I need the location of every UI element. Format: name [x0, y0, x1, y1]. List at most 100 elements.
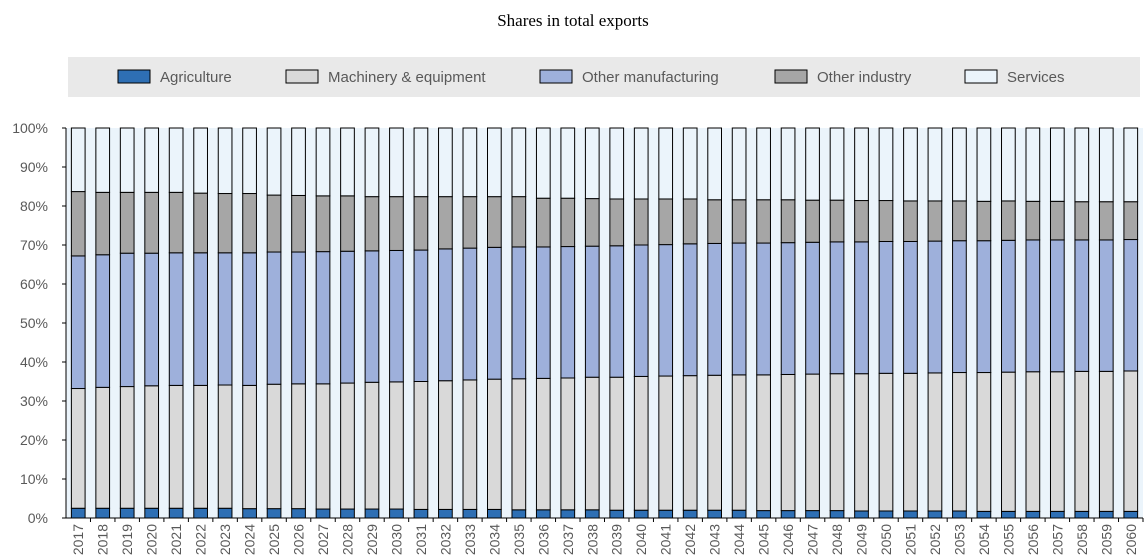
bar-other-manufacturing-2037: [560, 246, 576, 379]
bar-other-manufacturing-2026: [291, 251, 306, 385]
bar-services-2027: [315, 127, 331, 197]
bar-other-industry-2057: [1049, 200, 1065, 241]
bar-other-industry-2051: [903, 200, 918, 242]
x-tick-label: 2052: [927, 524, 943, 555]
bar-other-manufacturing-2031: [413, 249, 429, 382]
x-tick-label: 2047: [805, 524, 821, 555]
bar-other-manufacturing-2033: [462, 247, 478, 381]
bar-machinery-and-equipment-2052: [927, 372, 943, 512]
bar-machinery-and-equipment-2054: [976, 372, 992, 512]
bar-other-industry-2020: [144, 191, 160, 254]
bar-services-2032: [438, 127, 453, 198]
bar-services-2049: [854, 127, 869, 202]
bar-other-manufacturing-2057: [1049, 239, 1065, 373]
bar-agriculture-2018: [95, 507, 111, 519]
bar-services-2059: [1098, 127, 1114, 203]
bar-agriculture-2022: [193, 507, 208, 519]
x-tick-label: 2040: [633, 524, 649, 555]
bar-services-2023: [217, 127, 233, 195]
bar-agriculture-2046: [780, 510, 796, 519]
x-tick-label: 2060: [1123, 524, 1139, 555]
bar-other-manufacturing-2038: [584, 245, 600, 378]
bar-machinery-and-equipment-2040: [633, 375, 649, 511]
bar-other-industry-2037: [560, 197, 576, 248]
bar-services-2039: [609, 127, 625, 200]
bar-other-industry-2032: [438, 196, 453, 250]
bar-agriculture-2041: [658, 509, 674, 519]
bar-agriculture-2059: [1098, 510, 1114, 519]
legend-swatch-machinery-and-equipment: [285, 69, 319, 84]
bar-machinery-and-equipment-2035: [511, 378, 527, 511]
bar-agriculture-2021: [168, 507, 184, 519]
bar-other-manufacturing-2047: [805, 241, 820, 375]
bar-services-2019: [119, 127, 135, 193]
bar-other-manufacturing-2053: [952, 240, 967, 374]
bar-agriculture-2051: [903, 510, 918, 519]
bar-other-manufacturing-2017: [70, 255, 86, 390]
bar-other-industry-2053: [952, 200, 967, 242]
bar-services-2025: [266, 127, 282, 196]
bar-machinery-and-equipment-2029: [364, 381, 380, 510]
bar-agriculture-2039: [609, 509, 625, 519]
bar-agriculture-2029: [364, 508, 380, 519]
y-tick-label: 100%: [12, 120, 48, 136]
bar-agriculture-2040: [633, 509, 649, 519]
y-tick-label: 50%: [20, 315, 48, 331]
bar-other-manufacturing-2042: [682, 243, 698, 377]
bar-machinery-and-equipment-2033: [462, 379, 478, 510]
bar-other-manufacturing-2018: [95, 254, 111, 388]
bar-other-manufacturing-2058: [1074, 239, 1090, 372]
y-tick-label: 70%: [20, 237, 48, 253]
bar-other-manufacturing-2025: [266, 251, 282, 385]
bar-machinery-and-equipment-2044: [731, 374, 747, 511]
x-tick-label: 2037: [560, 524, 576, 555]
bar-other-industry-2048: [829, 199, 845, 243]
bar-machinery-and-equipment-2037: [560, 377, 576, 511]
bar-other-industry-2049: [854, 200, 869, 243]
bar-services-2017: [70, 127, 86, 193]
y-tick-label: 60%: [20, 276, 48, 292]
x-tick-label: 2045: [756, 524, 772, 555]
bar-agriculture-2019: [119, 507, 135, 519]
bar-other-manufacturing-2056: [1025, 239, 1041, 373]
bar-machinery-and-equipment-2036: [535, 377, 551, 511]
bar-other-industry-2034: [487, 196, 502, 248]
x-tick-label: 2044: [731, 524, 747, 555]
bar-other-manufacturing-2019: [119, 252, 135, 388]
x-tick-label: 2026: [291, 524, 307, 555]
bar-other-industry-2031: [413, 196, 429, 251]
bar-machinery-and-equipment-2058: [1074, 370, 1090, 512]
bar-machinery-and-equipment-2021: [168, 384, 184, 509]
bar-other-industry-2036: [535, 197, 551, 248]
x-tick-label: 2020: [144, 524, 160, 555]
x-tick-label: 2018: [95, 524, 111, 555]
bar-services-2024: [242, 127, 257, 195]
bar-other-manufacturing-2043: [707, 242, 722, 376]
x-tick-label: 2024: [242, 524, 258, 555]
bar-services-2030: [389, 127, 404, 198]
bar-services-2044: [731, 127, 747, 201]
x-tick-label: 2056: [1025, 524, 1041, 555]
bar-machinery-and-equipment-2059: [1098, 370, 1114, 512]
x-tick-label: 2025: [266, 524, 282, 555]
bar-services-2037: [560, 127, 576, 199]
bar-machinery-and-equipment-2026: [291, 383, 306, 510]
bar-machinery-and-equipment-2048: [829, 373, 845, 512]
legend-label-machinery-and-equipment: Machinery & equipment: [328, 69, 486, 86]
legend-label-other-manufacturing: Other manufacturing: [582, 69, 719, 86]
bar-agriculture-2055: [1001, 510, 1016, 519]
bar-services-2033: [462, 127, 478, 198]
x-tick-label: 2043: [707, 524, 723, 555]
bar-other-industry-2017: [70, 191, 86, 257]
bar-agriculture-2025: [266, 508, 282, 519]
bar-other-industry-2021: [168, 191, 184, 254]
bar-other-manufacturing-2044: [731, 242, 747, 376]
bar-other-industry-2035: [511, 196, 527, 248]
x-tick-label: 2054: [976, 524, 992, 555]
legend-background: [68, 57, 1140, 97]
chart-title: Shares in total exports: [497, 11, 649, 30]
bar-agriculture-2056: [1025, 510, 1041, 519]
bar-other-manufacturing-2032: [438, 248, 453, 382]
bar-agriculture-2035: [511, 509, 527, 519]
